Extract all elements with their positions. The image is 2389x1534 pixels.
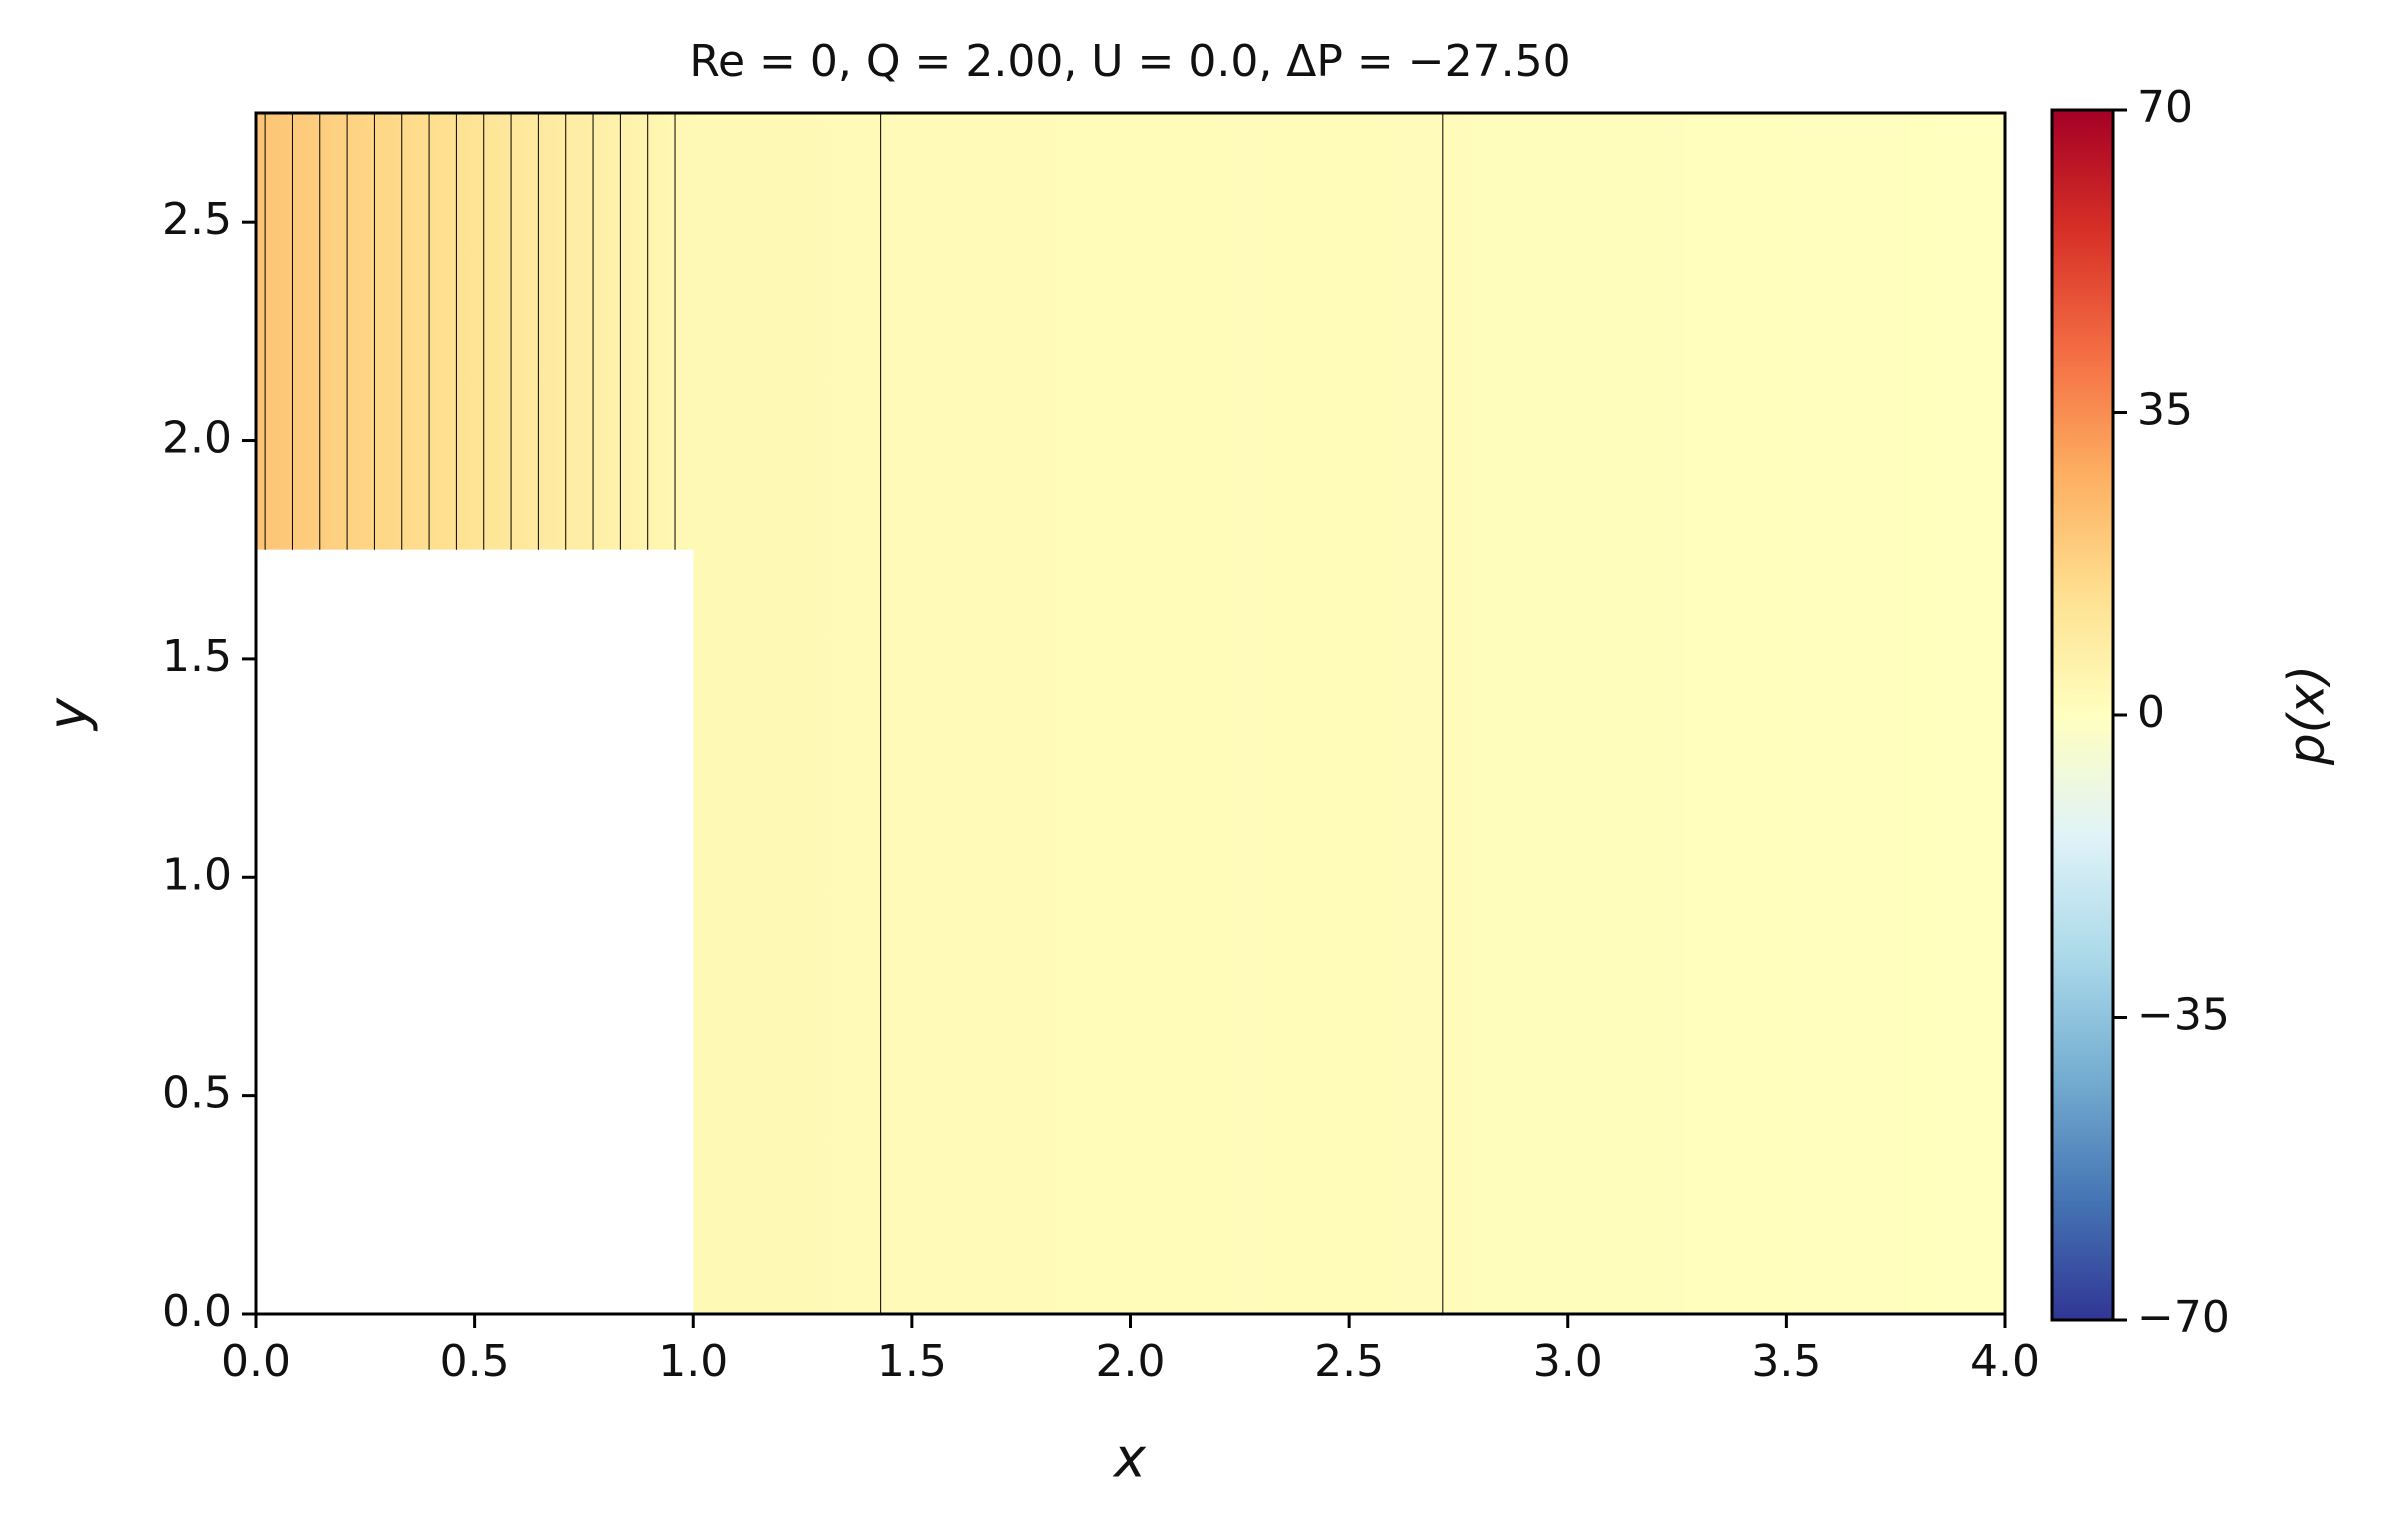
x-tick-label: 2.0 xyxy=(1096,1336,1166,1387)
colorbar-tick-label: 35 xyxy=(2137,385,2193,436)
y-tick-label: 1.5 xyxy=(162,631,232,682)
colorbar-tick-label: 70 xyxy=(2137,82,2193,133)
colorbar xyxy=(2050,108,2115,1322)
y-axis-label: y xyxy=(37,697,100,732)
y-tick-label: 2.5 xyxy=(162,194,232,245)
colorbar-tick-label: 0 xyxy=(2137,687,2165,738)
x-tick-label: 0.5 xyxy=(440,1336,510,1387)
obstacle xyxy=(256,549,694,1314)
y-tick-label: 2.0 xyxy=(162,413,232,464)
x-tick-label: 1.5 xyxy=(877,1336,947,1387)
y-tick-label: 0.0 xyxy=(162,1286,232,1337)
colorbar-label: p(x) xyxy=(2278,665,2336,766)
x-tick-label: 4.0 xyxy=(1970,1336,2040,1387)
colorbar-tick-label: −35 xyxy=(2137,990,2230,1041)
y-tick-label: 1.0 xyxy=(162,849,232,900)
x-tick-label: 0.0 xyxy=(221,1336,291,1387)
x-axis-label: x xyxy=(1112,1427,1147,1490)
x-tick-label: 1.0 xyxy=(658,1336,728,1387)
x-tick-label: 2.5 xyxy=(1314,1336,1384,1387)
y-tick-label: 0.5 xyxy=(162,1068,232,1119)
colorbar-tick-label: −70 xyxy=(2137,1292,2230,1343)
x-tick-label: 3.0 xyxy=(1533,1336,1603,1387)
x-tick-label: 3.5 xyxy=(1751,1336,1821,1387)
chart-title: Re = 0, Q = 2.00, U = 0.0, ΔP = −27.50 xyxy=(689,36,1570,87)
